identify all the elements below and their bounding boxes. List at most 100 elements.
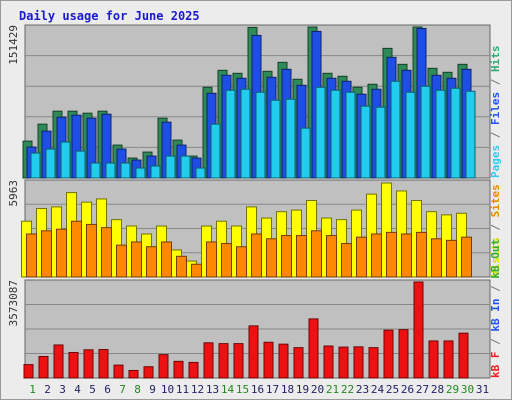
legend-part: kB Out xyxy=(489,239,502,279)
x-tick-label: 17 xyxy=(266,383,279,396)
bar-body xyxy=(56,228,67,278)
bar-body xyxy=(315,86,326,179)
bar-pages xyxy=(195,167,206,179)
bar-body xyxy=(446,239,457,278)
bar-kb-f xyxy=(323,345,334,379)
bar-kb-f xyxy=(173,360,184,379)
x-tick-label: 6 xyxy=(104,383,111,396)
bar-body xyxy=(308,318,319,379)
bar-kb-f xyxy=(278,343,289,379)
bar-kb-f xyxy=(188,361,199,379)
bar-sites xyxy=(371,233,382,278)
bar-sites xyxy=(101,227,112,278)
x-tick-label: 24 xyxy=(371,383,385,396)
legend-part: Sites xyxy=(489,184,502,217)
bar-sites xyxy=(206,241,217,278)
bar-body xyxy=(206,241,217,278)
bar-pages xyxy=(360,105,371,179)
x-tick-label: 11 xyxy=(176,383,189,396)
x-tick-label: 29 xyxy=(446,383,459,396)
bar-body xyxy=(90,162,101,179)
bar-kb-f xyxy=(308,318,319,379)
bar-body xyxy=(371,233,382,278)
bar-kb-f xyxy=(83,349,94,379)
bar-body xyxy=(176,255,187,278)
bar-sites xyxy=(401,233,412,278)
x-tick-label: 28 xyxy=(431,383,444,396)
bar-body xyxy=(368,347,379,379)
bar-sites xyxy=(41,230,52,278)
bar-body xyxy=(120,162,131,179)
x-tick-label: 20 xyxy=(311,383,324,396)
x-tick-label: 1 xyxy=(29,383,36,396)
bar-pages xyxy=(150,165,161,179)
bar-kb-f xyxy=(23,364,34,379)
bar-pages xyxy=(105,162,116,179)
bar-body xyxy=(75,150,86,179)
x-tick-label: 14 xyxy=(221,383,235,396)
bar-pages xyxy=(270,99,281,179)
bar-body xyxy=(131,241,142,278)
bar-body xyxy=(53,344,64,379)
series-legend-label: kB F / kB In / kB Out xyxy=(489,239,502,378)
bar-kb-f xyxy=(413,281,424,379)
bar-pages xyxy=(465,90,476,179)
bar-sites xyxy=(131,241,142,278)
bar-body xyxy=(435,89,446,179)
bar-sites xyxy=(26,233,37,278)
bar-body xyxy=(300,127,311,179)
chart-panel-3: 3573087 kB F / kB In / kB Out xyxy=(7,239,502,379)
bar-sites xyxy=(86,223,97,278)
x-tick-label: 21 xyxy=(326,383,339,396)
bar-sites xyxy=(116,244,127,278)
bar-kb-f xyxy=(263,341,274,379)
bar-kb-f xyxy=(383,329,394,379)
bar-kb-f xyxy=(158,354,169,379)
bar-sites xyxy=(446,239,457,278)
bar-kb-f xyxy=(293,347,304,379)
bar-pages xyxy=(30,152,41,179)
bar-kb-f xyxy=(38,356,49,379)
x-tick-label: 10 xyxy=(161,383,174,396)
x-tick-label: 5 xyxy=(89,383,96,396)
bar-body xyxy=(281,235,292,278)
bar-body xyxy=(458,332,469,379)
bar-pages xyxy=(225,89,236,179)
bar-body xyxy=(345,91,356,179)
x-tick-label: 19 xyxy=(296,383,309,396)
x-tick-label: 9 xyxy=(149,383,156,396)
bar-pages xyxy=(180,155,191,179)
x-tick-label: 25 xyxy=(386,383,399,396)
bar-body xyxy=(270,99,281,179)
bar-body xyxy=(353,346,364,379)
x-tick-label: 4 xyxy=(74,383,81,396)
bar-sites xyxy=(251,233,262,278)
chart-panel-1: 151429 Pages / Files / Hits xyxy=(7,24,502,179)
bar-sites xyxy=(296,235,307,278)
x-axis-labels: 1 2 3 4 5 6 7 8 9 10 11 12 13 14 15 16 17 18 19 20 21 22 23 24 2… xyxy=(29,383,489,396)
bar-pages xyxy=(210,123,221,179)
bar-body xyxy=(330,89,341,179)
bar-body xyxy=(113,364,124,379)
bar-sites xyxy=(341,243,352,278)
bar-body xyxy=(236,246,247,278)
bar-body xyxy=(240,88,251,179)
x-tick-label: 8 xyxy=(134,383,141,396)
bar-pages xyxy=(405,91,416,179)
bar-pages xyxy=(435,89,446,179)
bar-body xyxy=(413,281,424,379)
bar-body xyxy=(128,369,139,379)
bar-pages xyxy=(255,91,266,179)
bar-body xyxy=(278,343,289,379)
y-max-label: 5963 xyxy=(7,180,20,207)
bar-body xyxy=(383,329,394,379)
bar-body xyxy=(150,165,161,179)
legend-part: / xyxy=(489,332,502,352)
bar-body xyxy=(416,231,427,278)
bar-kb-f xyxy=(443,340,454,379)
bar-body xyxy=(225,89,236,179)
legend-part: Pages xyxy=(489,145,502,178)
bar-body xyxy=(443,340,454,379)
bar-body xyxy=(188,361,199,379)
bar-sites xyxy=(386,231,397,278)
